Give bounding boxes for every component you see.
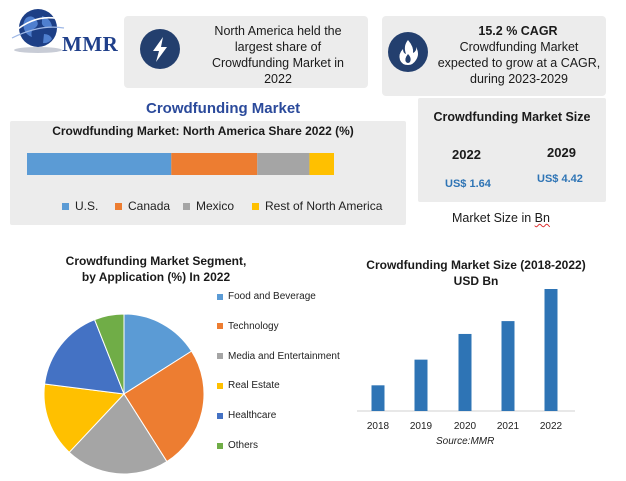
mmr-logo: MMR <box>8 8 126 56</box>
share-stacked-bar <box>27 153 334 175</box>
share-segment-rest-of-north-america <box>309 153 334 175</box>
pie-legend-media-and-entertainment: Media and Entertainment <box>217 351 340 362</box>
pie-legend-others: Others <box>217 440 258 451</box>
size-chart-title-line2: USD Bn <box>453 274 499 288</box>
legend-swatch <box>62 202 69 210</box>
size-bar-2022 <box>544 289 558 411</box>
legend-label: U.S. <box>75 199 99 213</box>
size-bar-2020 <box>458 333 472 411</box>
page-title: Crowdfunding Market <box>146 100 301 117</box>
segment-chart-title-line1: Crowdfunding Market Segment, <box>65 254 247 268</box>
legend-label: Others <box>228 440 259 451</box>
x-tick-label-2021: 2021 <box>497 421 520 432</box>
market-size-title: Crowdfunding Market Size <box>433 110 591 124</box>
share-legend-canada: Canada <box>115 199 170 213</box>
lightning-icon <box>140 29 180 69</box>
share-segment-canada <box>171 153 258 175</box>
insight-card-text: North America held the largest share of … <box>211 24 344 86</box>
market-size-caption: Market Size in Bn <box>452 211 550 225</box>
share-legend-rest-of-north-america: Rest of North America <box>252 199 382 213</box>
legend-label: Canada <box>128 199 171 213</box>
legend-label: Rest of North America <box>265 199 383 213</box>
size-bar-2018 <box>371 385 385 411</box>
year-2022-label: 2022 <box>452 147 481 162</box>
year-2029-label: 2029 <box>547 145 576 160</box>
legend-swatch <box>217 293 223 300</box>
caption-unit: Bn <box>534 211 550 225</box>
size-bar-2021 <box>501 321 515 411</box>
source-label: Source:MMR <box>436 436 495 447</box>
legend-label: Food and Beverage <box>228 291 316 302</box>
pie-slice-healthcare <box>44 318 125 395</box>
legend-label: Real Estate <box>228 380 280 392</box>
legend-swatch <box>217 382 223 389</box>
pie-legend-food-and-beverage: Food and Beverage <box>217 291 316 302</box>
size-bar-2019 <box>414 359 428 411</box>
market-size-card <box>418 98 606 202</box>
segment-chart-title-line2: by Application (%) In 2022 <box>81 270 231 284</box>
legend-swatch <box>217 323 223 330</box>
x-tick-label-2019: 2019 <box>410 421 433 432</box>
legend-label: Media and Entertainment <box>228 350 340 362</box>
cagr-title: 15.2 % CAGR <box>478 24 558 38</box>
pie-slice-real-estate <box>43 383 126 454</box>
pie-slice-food-and-beverage <box>123 313 193 395</box>
pie-legend-healthcare: Healthcare <box>217 410 276 421</box>
legend-swatch <box>183 202 190 210</box>
flame-icon <box>388 32 428 72</box>
legend-label: Healthcare <box>228 410 277 422</box>
legend-swatch <box>115 202 122 210</box>
value-2022: US$ 1.64 <box>445 178 491 190</box>
cagr-text: Crowdfunding Market expected to grow at … <box>437 40 601 86</box>
share-legend-mexico: Mexico <box>183 199 234 213</box>
x-tick-label-2018: 2018 <box>367 421 390 432</box>
legend-label: Technology <box>228 320 279 332</box>
size-chart-title-line1: Crowdfunding Market Size (2018-2022) <box>366 258 586 272</box>
pie-slice-technology <box>123 350 205 463</box>
legend-swatch <box>217 442 223 449</box>
legend-label: Mexico <box>196 199 235 213</box>
legend-swatch <box>217 412 223 419</box>
legend-swatch <box>252 202 259 210</box>
pie-legend-technology: Technology <box>217 321 279 332</box>
share-segment-mexico <box>257 153 310 175</box>
globe-icon <box>11 9 65 53</box>
value-2029: US$ 4.42 <box>537 173 583 185</box>
share-segment-u-s <box>27 153 172 175</box>
pie-legend-real-estate: Real Estate <box>217 380 280 391</box>
share-chart-title: Crowdfunding Market: North America Share… <box>52 124 354 138</box>
pie-slice-others <box>93 313 125 395</box>
x-tick-label-2022: 2022 <box>540 421 563 432</box>
share-legend-u-s: U.S. <box>62 199 98 213</box>
logo-text: MMR <box>62 32 119 56</box>
x-tick-label-2020: 2020 <box>454 421 477 432</box>
pie-slice-media-and-entertainment <box>68 393 168 475</box>
legend-swatch <box>217 353 223 360</box>
caption-prefix: Market Size in <box>452 211 535 225</box>
